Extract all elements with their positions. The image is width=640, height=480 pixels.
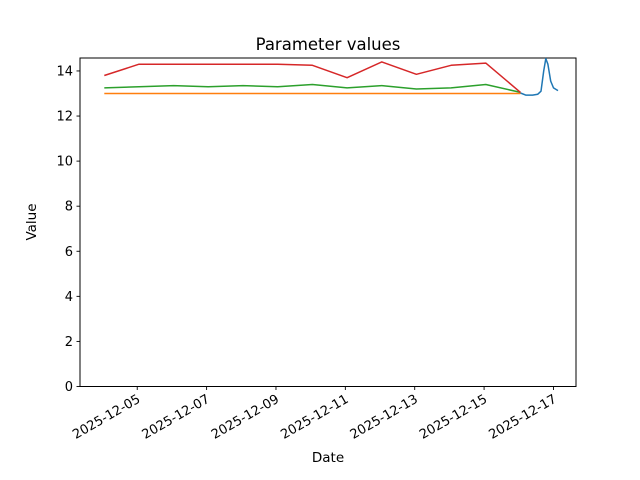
- y-tick-label: 4: [65, 290, 73, 305]
- x-axis-label: Date: [312, 450, 344, 466]
- chart-content: 2025-12-052025-12-072025-12-092025-12-11…: [56, 57, 560, 443]
- y-tick-label: 8: [65, 200, 73, 215]
- y-tick-label: 2: [65, 335, 73, 350]
- y-tick-label: 12: [56, 110, 73, 125]
- axes-frame: [79, 57, 577, 387]
- red-series: [104, 61, 521, 93]
- y-axis-label: Value: [24, 203, 40, 240]
- green-series: [104, 83, 521, 94]
- y-tick-label: 14: [56, 64, 73, 79]
- y-tick-label: 0: [65, 380, 73, 395]
- y-tick-label: 10: [56, 155, 73, 170]
- x-tick-label: 2025-12-11: [278, 392, 351, 443]
- x-tick-label: 2025-12-15: [417, 392, 490, 443]
- x-tick-label: 2025-12-17: [487, 392, 560, 443]
- y-tick-label: 6: [65, 245, 73, 260]
- x-tick-label: 2025-12-13: [348, 392, 421, 443]
- x-tick-label: 2025-12-09: [209, 392, 282, 443]
- chart-title: Parameter values: [256, 35, 401, 54]
- blue-spike-series: [520, 57, 559, 96]
- x-tick-label: 2025-12-07: [140, 392, 213, 443]
- x-tick-label: 2025-12-05: [70, 392, 143, 443]
